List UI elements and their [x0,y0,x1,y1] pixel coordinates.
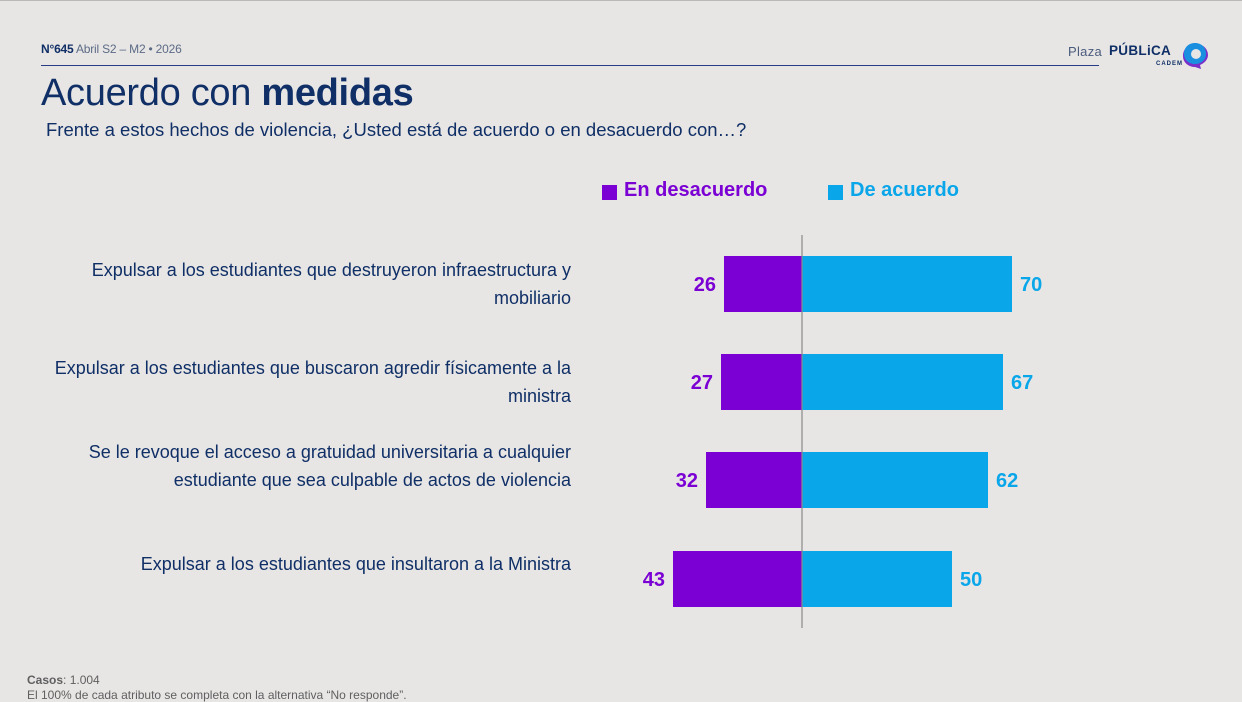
page-title: Acuerdo con medidas [41,72,414,115]
legend-disagree-swatch [602,184,617,200]
cases-label: Casos [27,673,64,687]
bar-agree [802,256,1012,312]
category-label: Expulsar a los estudiantes que buscaron … [54,358,571,406]
category-label: Expulsar a los estudiantes que destruyer… [91,260,571,308]
speech-bubble-logo-icon [1183,43,1208,69]
cases-value: : 1.004 [63,673,100,687]
bar-disagree [721,354,802,410]
top-border [0,0,1242,1]
bar-agree [802,452,988,508]
legend-agree-swatch [828,184,843,200]
bar-agree [802,551,952,607]
plaza-publica-logo: Plaza PÚBLiCA CADEM [1068,42,1213,72]
logo-publica: PÚBLiCA [1109,43,1172,58]
bar-agree [802,354,1003,410]
title-bold: medidas [261,72,414,114]
bar-disagree [673,551,802,607]
logo-plaza: Plaza [1068,44,1103,59]
value-label-disagree: 27 [691,372,713,394]
category-label: Se le revoque el acceso a gratuidad univ… [88,442,571,490]
bar-disagree [706,452,802,508]
value-label-agree: 50 [960,569,982,591]
value-label-agree: 70 [1020,274,1042,296]
issue-period: Abril S2 – M2 • 2026 [75,42,182,56]
category-label: Expulsar a los estudiantes que insultaro… [140,554,571,574]
value-label-agree: 67 [1011,372,1033,394]
cases-note: Casos: 1.004 [27,673,100,687]
footnote: El 100% de cada atributo se completa con… [27,688,407,702]
legend-disagree-label: En desacuerdo [624,179,768,201]
header-rule [41,65,1099,66]
value-label-agree: 62 [996,470,1018,492]
logo-cadem: CADEM [1156,61,1183,67]
bar-disagree [724,256,802,312]
page-subtitle: Frente a estos hechos de violencia, ¿Ust… [46,119,747,140]
value-label-disagree: 32 [676,470,698,492]
title-regular: Acuerdo con [41,72,262,114]
legend-disagree: En desacuerdo [602,179,767,202]
legend-agree-label: De acuerdo [850,179,959,201]
value-label-disagree: 43 [643,569,665,591]
legend-agree: De acuerdo [828,179,959,202]
issue-info: N°645 Abril S2 – M2 • 2026 [41,42,182,56]
value-label-disagree: 26 [694,274,716,296]
issue-number: N°645 [41,42,74,56]
